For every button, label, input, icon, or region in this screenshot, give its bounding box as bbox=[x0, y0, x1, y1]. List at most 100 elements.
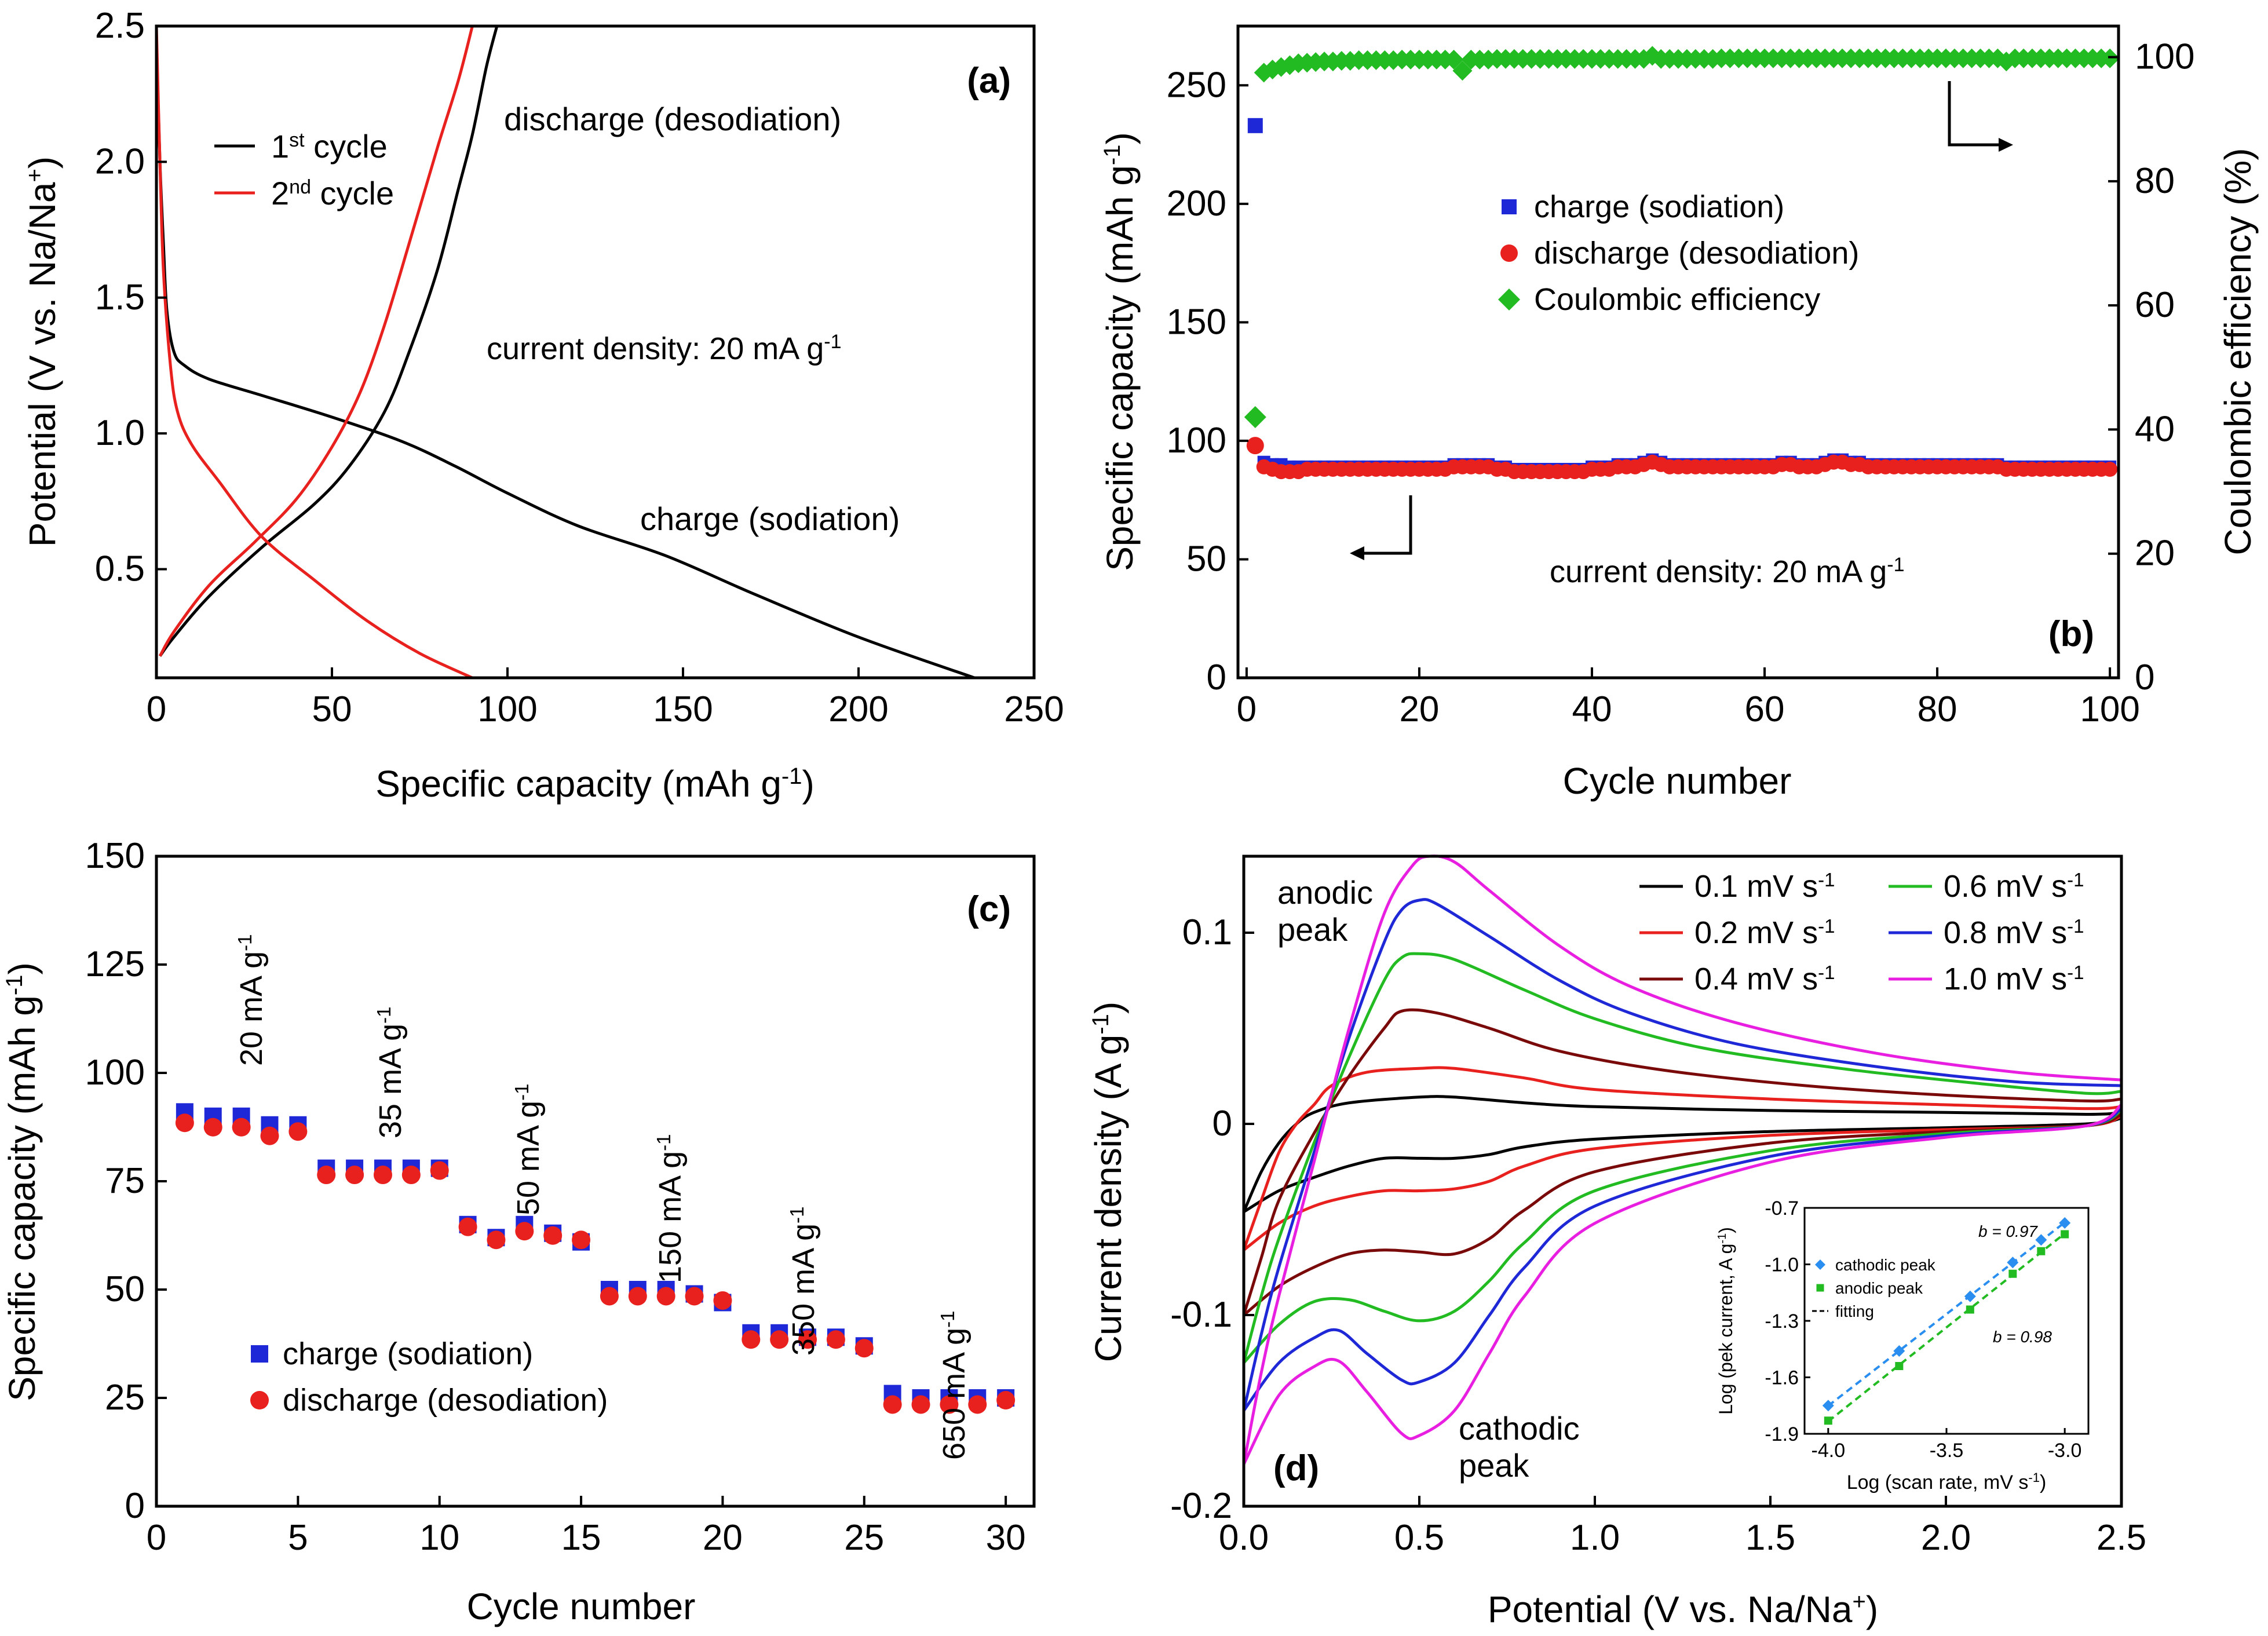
panel-b-ce-point bbox=[1444, 49, 1464, 70]
panel-d-cv-curve bbox=[1242, 898, 2122, 1411]
panel-c-y-tick-label: 25 bbox=[105, 1378, 145, 1418]
panel-c-discharge-point bbox=[515, 1222, 534, 1241]
panel-a-y-tick-label: 0.5 bbox=[95, 549, 145, 589]
panel-c-discharge-point bbox=[996, 1391, 1016, 1409]
panel-c-discharge-point bbox=[770, 1330, 789, 1349]
panel-b-discharge-point bbox=[1246, 437, 1264, 455]
panel-b-ce-point bbox=[1244, 406, 1266, 428]
panel-b-y2-ticks: 0 20 40 60 80 100 bbox=[2108, 37, 2194, 698]
inset-legend-label: fitting bbox=[1835, 1302, 1874, 1320]
inset-cathodic-point bbox=[2007, 1257, 2019, 1269]
panel-c-x-axis-label: Cycle number bbox=[467, 1586, 696, 1627]
panel-b-legend-marker bbox=[1500, 244, 1518, 262]
inset-y-tick-label: -1.0 bbox=[1765, 1254, 1799, 1276]
panel-c-discharge-point bbox=[288, 1122, 308, 1141]
panel-b-x-tick-label: 60 bbox=[1745, 689, 1785, 729]
panel-c-y-axis-label: Specific capacity (mAh g-1) bbox=[1, 962, 43, 1401]
inset-cathodic-point bbox=[1893, 1345, 1905, 1357]
panel-c-discharge-point bbox=[968, 1395, 987, 1414]
inset-cathodic-point bbox=[1964, 1290, 1976, 1302]
inset-series bbox=[1822, 1217, 2071, 1425]
panel-d-x-tick-label: 1.5 bbox=[1745, 1518, 1795, 1558]
panel-a-y-tick-label: 2.0 bbox=[95, 141, 145, 181]
panel-b: 0 20 40 60 80 100 0 50 100 150 200 250 0 20 40 60 80 10… bbox=[1099, 24, 2259, 802]
panel-d-series bbox=[1242, 854, 2123, 1465]
panel-a-x-tick-label: 100 bbox=[477, 689, 537, 729]
inset-x-tick-label: -3.0 bbox=[2048, 1440, 2082, 1462]
panel-b-x-axis-label: Cycle number bbox=[1563, 760, 1792, 802]
panel-c-discharge-point bbox=[260, 1126, 279, 1145]
panel-b-charge-point bbox=[1247, 118, 1263, 133]
panel-b-y-ticks: 0 50 100 150 200 250 bbox=[1167, 65, 1248, 698]
panel-b-x-tick-label: 100 bbox=[2080, 689, 2139, 729]
inset-y-tick-label: -1.6 bbox=[1765, 1367, 1799, 1389]
inset-y-axis-label: Log (pek current, A g-1) bbox=[1715, 1227, 1736, 1415]
panel-a-x-tick-label: 0 bbox=[147, 689, 166, 729]
panel-a-y-axis-label: Potential (V vs. Na/Na+) bbox=[21, 156, 63, 547]
panel-b-right-arrowhead bbox=[1999, 138, 2013, 152]
panel-d-cv-curve bbox=[1242, 854, 2122, 1465]
panel-c-y-tick-label: 75 bbox=[105, 1161, 145, 1201]
panel-a: 0 50 100 150 200 250 0.5 1.0 1.5 2.0 2.5 Specific… bbox=[21, 6, 1064, 805]
panel-b-legend-marker bbox=[1498, 289, 1520, 311]
inset-anodic-point bbox=[1966, 1305, 1974, 1314]
panel-b-y-tick-label: 50 bbox=[1186, 539, 1226, 579]
panel-c-discharge-point bbox=[572, 1230, 591, 1250]
panel-b-y-axis-label: Specific capacity (mAh g-1) bbox=[1099, 132, 1141, 571]
panel-c-discharge-point bbox=[911, 1395, 930, 1414]
inset-anodic-fit-line bbox=[1827, 1232, 2066, 1423]
inset-y-tick-label: -1.9 bbox=[1765, 1423, 1799, 1445]
panel-c-discharge-point bbox=[345, 1166, 364, 1185]
panel-c-y-tick-label: 100 bbox=[85, 1053, 145, 1093]
panel-c-y-tick-label: 50 bbox=[105, 1269, 145, 1309]
panel-a-curve bbox=[155, 25, 473, 680]
inset-b-anodic-annotation: b = 0.98 bbox=[1993, 1328, 2052, 1346]
panel-b-y-tick-label: 200 bbox=[1167, 184, 1226, 224]
panel-c-discharge-point bbox=[430, 1161, 449, 1180]
panel-b-legend: charge (sodiation) discharge (desodiation… bbox=[1498, 189, 1859, 317]
panel-c-discharge-point bbox=[203, 1118, 222, 1137]
panel-d-anodic-annotation: anodic peak bbox=[1277, 874, 1373, 948]
panel-d-y-axis-label: Current density (A g-1) bbox=[1087, 1002, 1129, 1362]
panel-a-curve bbox=[158, 25, 474, 657]
panel-c-discharge-point bbox=[854, 1339, 874, 1358]
panel-c-discharge-point bbox=[798, 1330, 817, 1349]
panel-a-y-tick-label: 1.5 bbox=[95, 277, 145, 317]
panel-b-y2-tick-label: 80 bbox=[2135, 161, 2175, 201]
panel-c-discharge-point bbox=[685, 1287, 704, 1306]
panel-b-label: (b) bbox=[2048, 614, 2094, 654]
panel-d-cv-curve bbox=[1242, 952, 2122, 1364]
inset-cathodic-fit-line bbox=[1827, 1221, 2066, 1407]
panel-d-cv-curve bbox=[1243, 1109, 2123, 1364]
panel-b-y-tick-label: 0 bbox=[1207, 658, 1226, 698]
inset-legend-label: anodic peak bbox=[1835, 1279, 1923, 1297]
panel-a-curve bbox=[159, 25, 499, 657]
panel-b-series bbox=[1244, 46, 2120, 480]
panel-c-rate-label: 350 mA g-1 bbox=[786, 1207, 821, 1356]
panel-d-cv-curve bbox=[1242, 1066, 2122, 1251]
inset-anodic-point bbox=[1824, 1416, 1832, 1425]
panel-a-y-ticks: 0.5 1.0 1.5 2.0 2.5 bbox=[95, 6, 167, 589]
panel-d-x-ticks: 0.0 0.5 1.0 1.5 2.0 2.5 bbox=[1219, 1496, 2146, 1558]
panel-c-x-tick-label: 5 bbox=[288, 1518, 308, 1558]
panel-b-frame bbox=[1236, 24, 2120, 680]
inset-x-axis-label: Log (scan rate, mV s-1) bbox=[1847, 1470, 2047, 1494]
panel-c-y-tick-label: 0 bbox=[125, 1486, 145, 1526]
panel-d-cv-curve bbox=[1242, 1008, 2122, 1316]
panel-d-y-ticks: -0.2 -0.1 0 0.1 bbox=[1170, 912, 1254, 1526]
panel-c-series bbox=[175, 1103, 1016, 1414]
panel-c-rate-label: 50 mA g-1 bbox=[511, 1084, 546, 1215]
panel-b-ce-point bbox=[2100, 48, 2120, 68]
panel-c-discharge-point bbox=[826, 1330, 845, 1349]
inset-legend-label: cathodic peak bbox=[1835, 1256, 1936, 1274]
panel-a-x-tick-label: 250 bbox=[1004, 689, 1064, 729]
panel-d-legend-label: 0.6 mV s-1 bbox=[1944, 869, 2084, 904]
panel-d-cathodic-annotation: cathodic peak bbox=[1459, 1410, 1580, 1484]
panel-c-x-tick-label: 25 bbox=[844, 1518, 884, 1558]
inset-cathodic-point bbox=[2035, 1234, 2047, 1246]
panel-b-y2-tick-label: 100 bbox=[2135, 37, 2194, 77]
panel-d-inset: -4.0 -3.5 -3.0 -1.9 -1.6 -1.3 -1.0 -0.7 Log (s… bbox=[1706, 1197, 2106, 1493]
panel-c-discharge-point bbox=[742, 1330, 761, 1349]
panel-b-discharge-point bbox=[2102, 462, 2118, 477]
